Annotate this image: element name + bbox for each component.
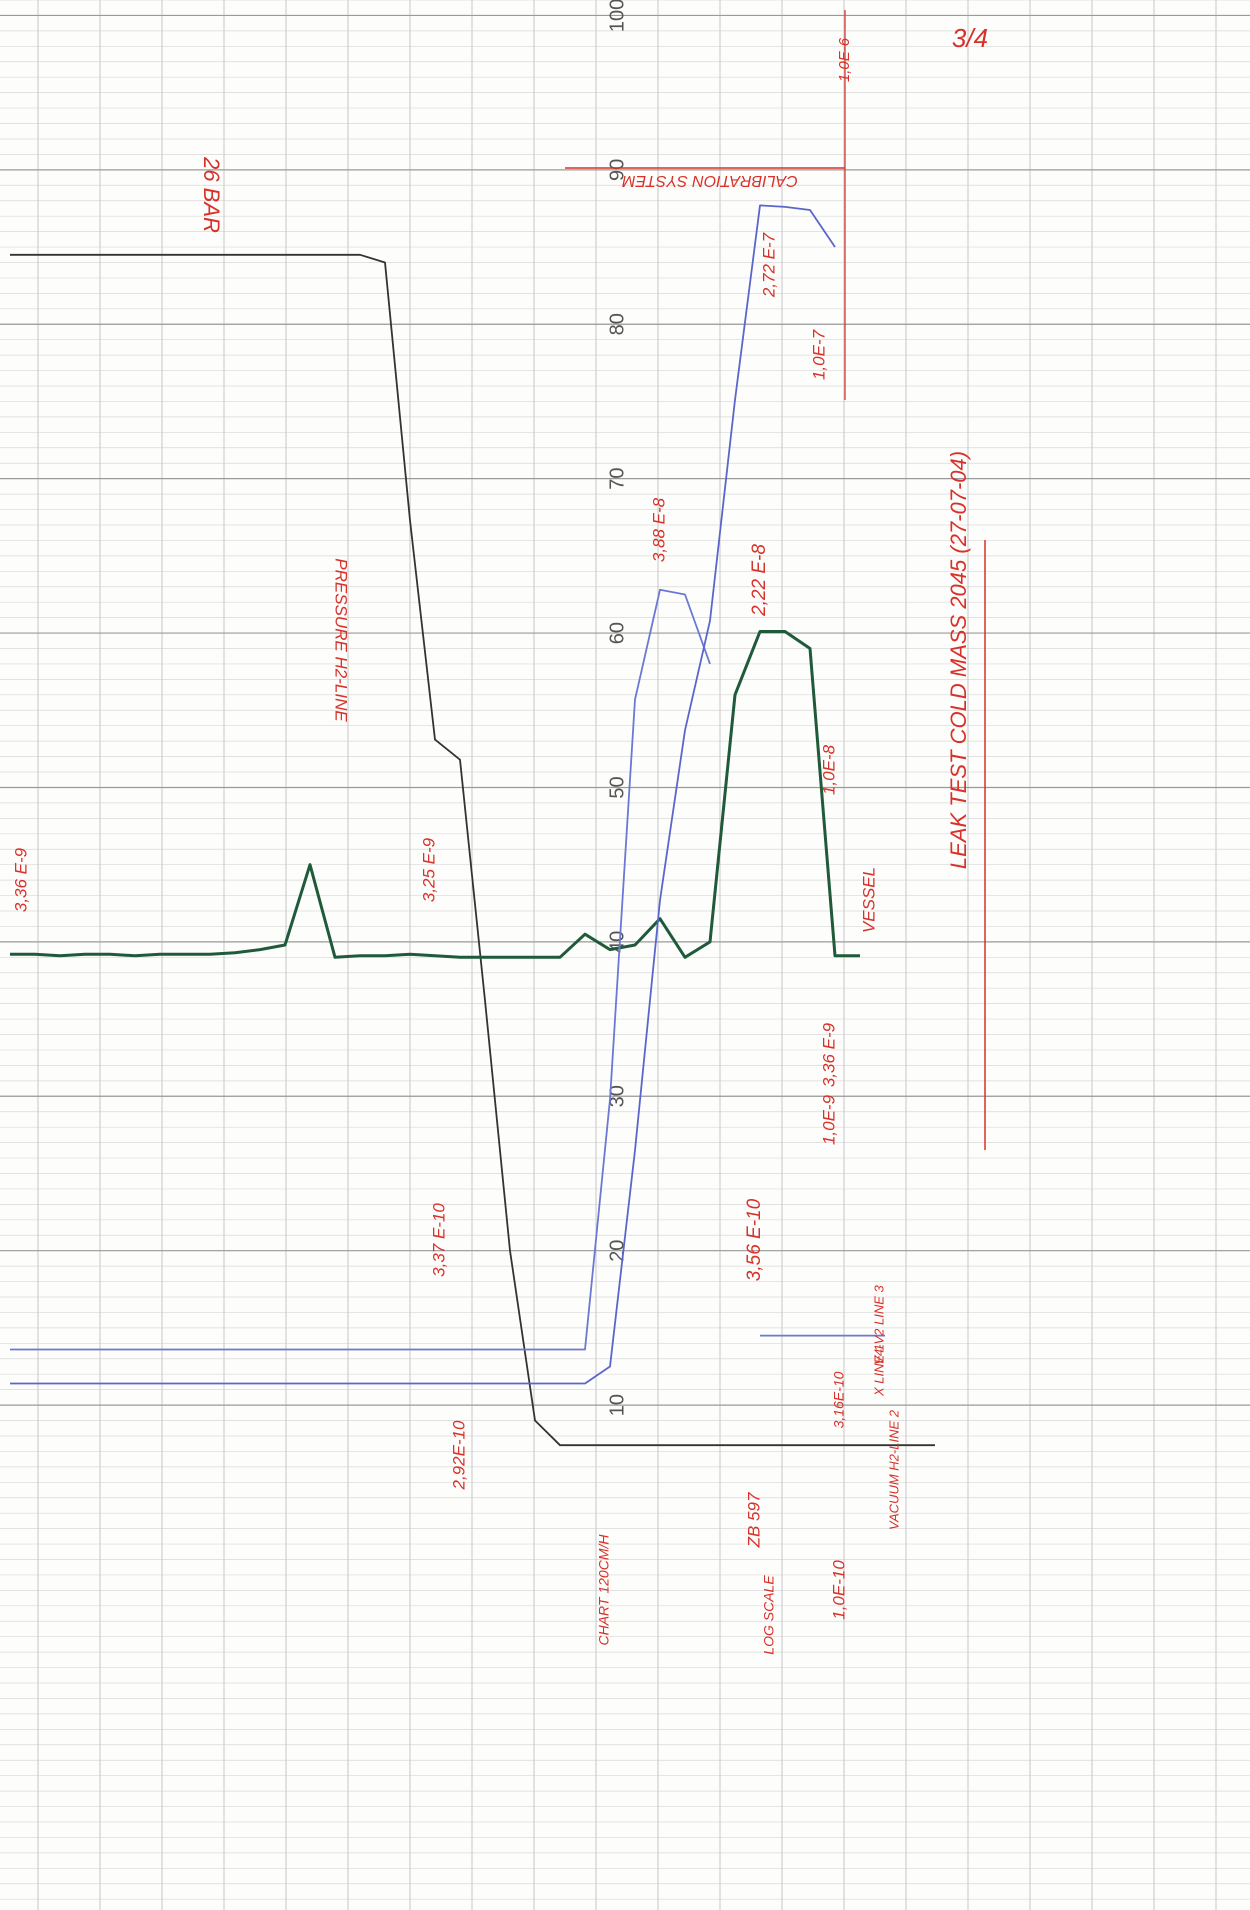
series-line: [10, 253, 935, 1447]
series-line: [10, 630, 860, 959]
y-tick-label: 90: [606, 159, 628, 181]
y-tick-label: 100: [606, 0, 628, 32]
annotation: 1,0E-10: [829, 1560, 848, 1620]
annotation: 26 BAR: [199, 156, 224, 233]
annotation: 1,0E-8: [819, 744, 838, 795]
y-tick-label: 20: [606, 1240, 628, 1262]
annotation: VACUUM H2-LINE 2: [886, 1409, 901, 1530]
annotation: 3,37 E-10: [429, 1203, 448, 1277]
annotation: CALIBRATION SYSTEM: [621, 172, 797, 189]
annotation: ZB 597: [744, 1492, 763, 1548]
annotation: PRESSURE H2-LINE: [332, 558, 351, 722]
annotation: 1,0E-9: [819, 1094, 838, 1145]
y-tick-label: 50: [606, 776, 628, 798]
annotation: 3,56 E-10: [744, 1198, 765, 1281]
annotation: VESSEL: [859, 867, 878, 933]
annotation: 3,16E-10: [831, 1371, 847, 1428]
annotation: 1,0E-7: [809, 329, 828, 380]
annotation: 3/4: [952, 23, 988, 53]
y-tick-label: 80: [606, 313, 628, 335]
annotation: 3,36 E-9: [11, 847, 30, 912]
annotation: 3,36 E-9: [819, 1022, 838, 1087]
annotation: 3,25 E-9: [419, 837, 438, 902]
y-tick-label: 10: [606, 1394, 628, 1416]
y-tick-label: 70: [606, 468, 628, 490]
y-tick-label: 60: [606, 622, 628, 644]
annotation: 3,88 E-8: [649, 497, 668, 562]
annotation: CHART 120CM/H: [596, 1534, 612, 1646]
annotation: 2,72 E-7: [759, 232, 778, 298]
series-line: [10, 588, 885, 1351]
annotation: 2,22 E-8: [749, 544, 770, 617]
annotation: LOG SCALE: [761, 1575, 777, 1655]
annotation: 2,92E-10: [449, 1420, 468, 1491]
annotation: LEAK TEST COLD MASS 2045 (27-07-04): [946, 451, 971, 869]
annotation: X LINE 1: [871, 1344, 886, 1397]
y-tick-label: 30: [606, 1085, 628, 1107]
annotation: V4-V2 LINE 3: [871, 1284, 886, 1364]
